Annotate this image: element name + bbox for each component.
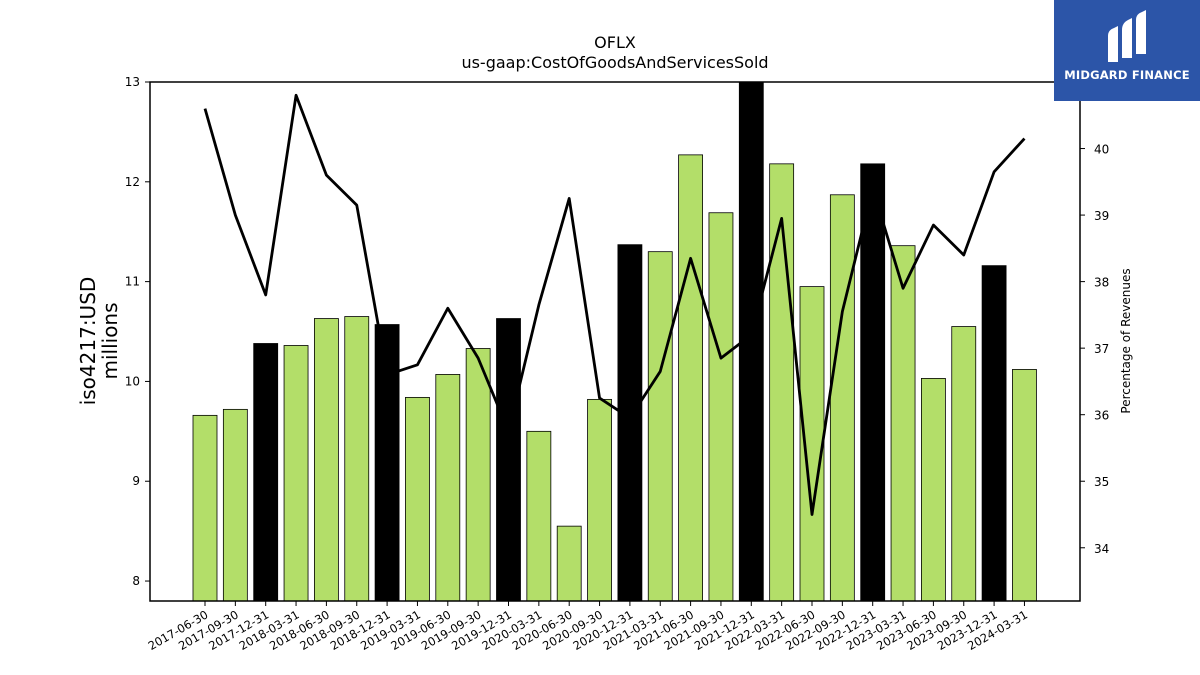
bar-2022-03-31 — [769, 163, 795, 602]
left-tick-label: 9 — [132, 474, 140, 488]
midgard-finance-logo: MIDGARD FINANCE — [1054, 0, 1200, 101]
right-tick-label: 36 — [1094, 409, 1109, 423]
x-axis-ticks: 2017-06-302017-09-302017-12-312018-03-31… — [146, 601, 1030, 653]
bar-2023-06-30 — [921, 378, 946, 602]
bar-2022-09-30 — [829, 194, 855, 602]
left-tick-label: 11 — [125, 275, 140, 289]
right-tick-label: 35 — [1094, 475, 1109, 489]
bar-2018-03-31 — [283, 345, 309, 602]
bar-2021-03-31 — [647, 251, 673, 602]
bar-2017-06-30 — [192, 414, 218, 602]
bar-2024-03-31 — [1012, 369, 1037, 602]
plot-frame — [149, 81, 1081, 602]
bar-2023-03-31 — [890, 245, 916, 602]
bar-2023-12-31 — [981, 265, 1007, 602]
bar-2020-06-30 — [556, 525, 582, 602]
bar-2023-09-30 — [951, 326, 977, 602]
bar-2018-12-31 — [374, 324, 400, 602]
bar-2019-03-31 — [405, 396, 430, 602]
bar-2022-12-31 — [860, 163, 886, 602]
left-axis-label: iso4217:USDmillions — [76, 277, 122, 406]
bar-2019-12-31 — [496, 318, 521, 602]
right-tick-label: 40 — [1094, 143, 1109, 157]
right-axis-label: Percentage of Revenues — [1119, 268, 1133, 413]
chart-subtitle: us-gaap:CostOfGoodsAndServicesSold — [461, 53, 768, 72]
right-tick-label: 34 — [1094, 542, 1109, 556]
bar-2020-03-31 — [526, 430, 552, 602]
left-axis-ticks: 8 9 10 11 12 13 — [125, 75, 150, 588]
bar-series — [192, 81, 1037, 602]
percentage-line — [203, 93, 1026, 516]
right-tick-label: 38 — [1094, 276, 1109, 290]
left-tick-label: 13 — [125, 75, 140, 89]
bar-2020-09-30 — [587, 398, 612, 602]
bar-2017-12-31 — [253, 343, 279, 602]
bar-2018-06-30 — [313, 318, 339, 602]
bar-2019-09-30 — [465, 348, 491, 602]
right-tick-label: 37 — [1094, 342, 1109, 356]
bar-2021-06-30 — [678, 154, 703, 602]
right-axis-ticks: 34 35 36 37 38 39 40 — [1080, 143, 1109, 556]
bar-2021-09-30 — [708, 212, 734, 602]
bar-2019-06-30 — [435, 374, 461, 602]
logo-text: MIDGARD FINANCE — [1064, 68, 1190, 82]
left-tick-label: 12 — [125, 175, 140, 189]
bar-2020-12-31 — [617, 244, 643, 602]
logo-mark-icon — [1108, 10, 1146, 62]
left-tick-label: 10 — [125, 374, 140, 388]
chart-title: OFLX — [594, 33, 636, 52]
left-tick-label: 8 — [132, 574, 140, 588]
bar-2017-09-30 — [222, 408, 248, 602]
bar-2018-09-30 — [344, 316, 370, 602]
right-tick-label: 39 — [1094, 209, 1109, 223]
